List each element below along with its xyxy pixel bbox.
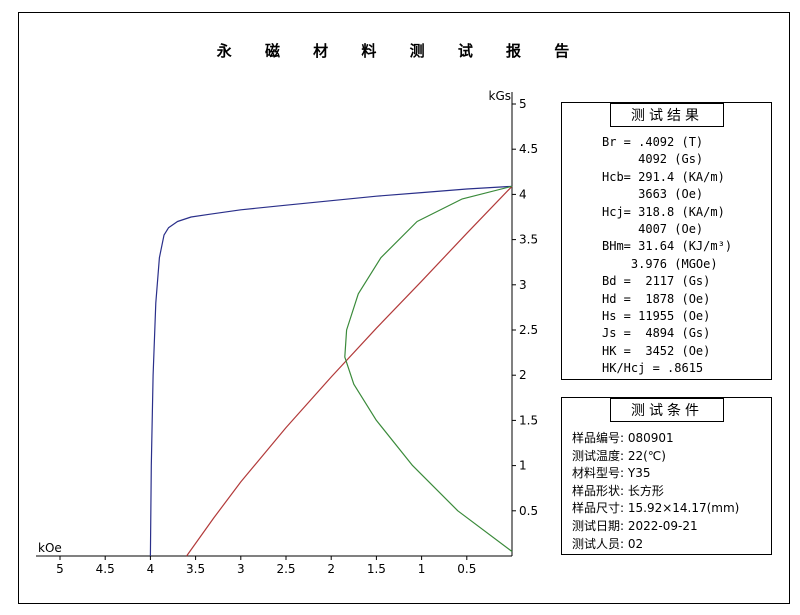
x-axis-label: kOe [38, 541, 62, 555]
result-line: Js = 4894 (Gs) [602, 326, 711, 341]
series-normal-line [186, 185, 513, 557]
series-energy-line [344, 185, 513, 552]
results-title: 测试结果 [610, 103, 724, 127]
report-title: 永 磁 材 料 测 试 报 告 [216, 42, 584, 60]
y-tick-label: 5 [519, 97, 527, 111]
result-line: 3663 (Oe) [602, 187, 704, 202]
condition-line: 测试温度: 22(℃) [572, 448, 666, 463]
y-tick-label: 1.5 [519, 413, 538, 427]
x-tick-label: 5 [56, 562, 64, 576]
condition-line: 测试人员: 02 [572, 536, 644, 551]
result-line: Bd = 2117 (Gs) [602, 274, 711, 289]
condition-line: 测试日期: 2022-09-21 [572, 519, 698, 533]
result-line: 4092 (Gs) [602, 152, 704, 167]
condition-line: 样品形状: 长方形 [572, 483, 664, 498]
x-tick-label: 0.5 [457, 562, 476, 576]
conditions-panel: 测试条件 样品编号: 080901 测试温度: 22(℃) 材料型号: Y35 样品形… [561, 397, 772, 555]
result-line: Hcj= 318.8 (KA/m) [602, 204, 725, 219]
condition-line: 材料型号: Y35 [572, 466, 651, 481]
y-tick-label: 1 [519, 459, 527, 473]
result-line: HK/Hcj = .8615 [602, 361, 704, 376]
x-tick-label: 4 [147, 562, 155, 576]
y-tick-label: 4 [519, 187, 527, 201]
series-intrinsic-line [149, 185, 513, 557]
x-tick-label: 2.5 [276, 562, 295, 576]
result-line: BHm= 31.64 (KJ/m³) [602, 239, 733, 254]
result-line: Hcb= 291.4 (KA/m) [602, 169, 725, 184]
x-tick-label: 1.5 [367, 562, 386, 576]
y-tick-label: 3 [519, 278, 527, 292]
results-panel: 测试结果 Br = .4092 (T) 4092 (Gs) Hcb= 291.4 … [561, 102, 772, 380]
result-line: Br = .4092 (T) [602, 135, 704, 149]
conditions-title: 测试条件 [610, 398, 724, 422]
result-line: Hd = 1878 (Oe) [602, 291, 711, 306]
y-tick-label: 0.5 [519, 504, 538, 518]
x-tick-label: 1 [418, 562, 426, 576]
result-line: 3.976 (MGOe) [602, 256, 718, 271]
report-frame [18, 12, 790, 604]
y-tick-label: 4.5 [519, 142, 538, 156]
result-line: 4007 (Oe) [602, 222, 704, 236]
x-tick-label: 3 [237, 562, 245, 576]
result-line: HK = 3452 (Oe) [602, 343, 711, 358]
condition-line: 样品编号: 080901 [572, 431, 674, 445]
y-tick-label: 2.5 [519, 323, 538, 337]
y-tick-label: 2 [519, 368, 527, 382]
x-tick-label: 2 [327, 562, 335, 576]
x-tick-label: 3.5 [186, 562, 205, 576]
result-line: Hs = 11955 (Oe) [602, 309, 711, 323]
y-axis-label: kGs [489, 89, 512, 103]
condition-line: 样品尺寸: 15.92×14.17(mm) [572, 501, 740, 516]
y-tick-label: 3.5 [519, 233, 538, 247]
x-tick-label: 4.5 [96, 562, 115, 576]
